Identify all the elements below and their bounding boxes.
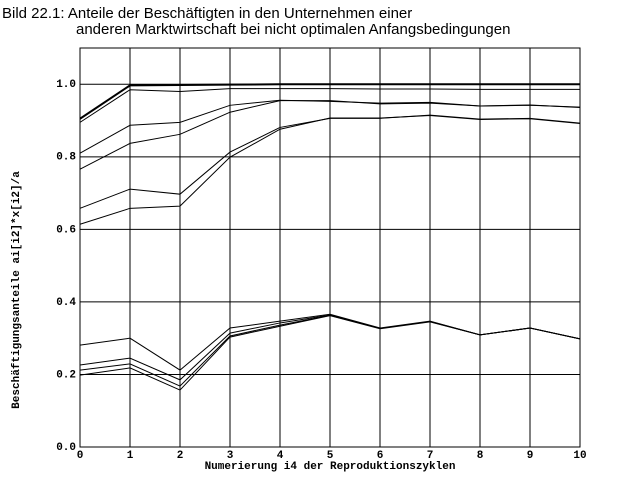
chart-title: anderen Marktwirtschaft bei nicht optima… [76,21,510,38]
series-line [79,83,580,120]
x-tick-label: 7 [427,450,434,462]
x-tick-label: 6 [377,450,384,462]
y-tick-label: 1.0 [56,79,76,91]
x-tick-label: 3 [227,450,234,462]
x-tick-label: 1 [127,450,134,462]
y-tick-label: 0.8 [56,152,76,164]
series-line [79,88,580,123]
y-tick-label: 0.2 [56,369,76,381]
x-tick-label: 9 [527,450,534,462]
x-tick-label: 2 [177,450,184,462]
x-tick-label: 0 [77,450,84,462]
series-line [79,100,581,170]
y-tick-label: 0.4 [56,297,76,309]
y-tick-label: 0.0 [56,442,76,454]
series-line [79,315,581,391]
chart-title: Bild 22.1: Anteile der Beschäftigten in … [2,5,412,22]
y-axis-label: Beschäftigungsanteile ai[i2]*x[i2]/a [11,171,23,409]
x-axis-label: Numerierung i4 der Reproduktionszyklen [205,461,456,473]
series-line [79,114,581,225]
x-tick-label: 5 [327,450,334,462]
x-tick-label: 8 [477,450,484,462]
x-tick-label: 4 [277,450,284,462]
y-tick-label: 0.6 [56,224,76,236]
x-tick-label: 10 [573,450,586,462]
